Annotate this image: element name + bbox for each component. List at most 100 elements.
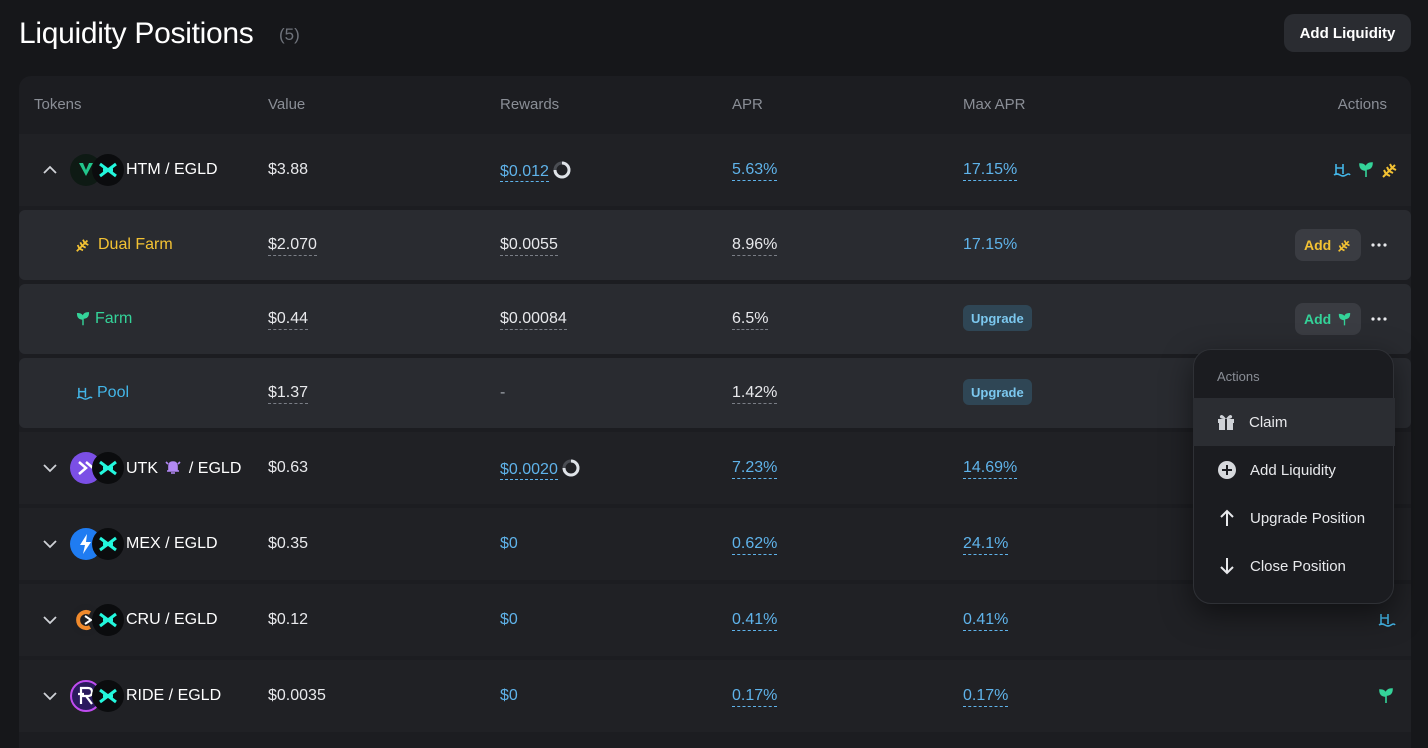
page-title: Liquidity Positions [19,17,254,50]
dual-farm-icon [1338,239,1351,252]
table-row-pool[interactable]: Pool $1.37 - 1.42% Upgrade [19,358,1411,428]
dual-farm-icon [76,239,89,252]
chevron-down-icon[interactable] [41,459,59,477]
menu-item-upgrade-position[interactable]: Upgrade Position [1194,494,1395,542]
loading-spinner-icon [562,459,580,477]
max-apr-cell[interactable]: 0.41% [963,611,1009,631]
page-header: Liquidity Positions (5) Add Liquidity [19,14,1411,54]
table-row-farm[interactable]: Farm $0.44 $0.00084 6.5% Upgrade Add [19,284,1411,354]
apr-cell[interactable]: 0.41% [732,611,778,631]
apr-cell[interactable]: 5.63% [732,161,778,181]
pair-label: RIDE / EGLD [126,687,222,704]
apr-cell[interactable]: 0.17% [732,687,778,707]
table-row[interactable]: CRU / EGLD $0.12 $0 0.41% 0.41% [19,584,1411,656]
apr-cell[interactable]: 1.42% [732,384,778,404]
value-cell: $0.0035 [268,687,326,704]
max-apr-cell[interactable]: 0.17% [963,687,1009,707]
pair-label: MEX / EGLD [126,535,218,552]
upgrade-badge[interactable]: Upgrade [963,379,1032,405]
pool-icon[interactable] [1378,612,1396,628]
token-pair-icons [70,528,124,560]
value-cell[interactable]: $2.070 [268,236,317,256]
farm-label: Farm [95,310,133,327]
table-row[interactable]: UTK / EGLD $0.63 $0.0020 7.23% 14.69% [19,432,1411,504]
token-pair-icons [70,604,124,636]
menu-title: Actions [1217,369,1260,384]
pair-label: UTK / EGLD [126,460,242,477]
pool-icon[interactable] [1333,162,1351,178]
gift-icon [1215,411,1237,433]
max-apr-cell[interactable]: 14.69% [963,459,1018,479]
dual-farm-label: Dual Farm [98,236,173,253]
arrow-down-icon [1216,555,1238,577]
value-cell: $0.12 [268,611,309,628]
farm-icon[interactable] [1377,687,1395,705]
col-rewards: Rewards [500,96,560,113]
chevron-down-icon[interactable] [41,535,59,553]
value-cell: $0.63 [268,459,309,476]
row-actions [1333,161,1399,179]
token-pair-icons [70,154,124,186]
max-apr-cell[interactable]: 17.15% [963,161,1018,181]
col-tokens: Tokens [34,96,82,113]
loading-spinner-icon [553,161,571,179]
egld-token-icon [92,452,124,484]
rewards-cell[interactable]: $0.0020 [500,459,580,480]
col-value: Value [268,96,306,113]
table-row[interactable]: RIDE / EGLD $0.0035 $0 0.17% 0.17% [19,660,1411,732]
pair-label: HTM / EGLD [126,161,218,178]
add-farm-button[interactable]: Add [1295,303,1362,335]
alert-bell-icon [165,461,182,474]
upgrade-badge[interactable]: Upgrade [963,305,1032,331]
menu-item-close-position[interactable]: Close Position [1194,542,1395,590]
plus-circle-icon [1216,459,1238,481]
positions-table: Tokens Value Rewards APR Max APR Actions… [19,76,1411,748]
value-cell: $3.88 [268,161,309,178]
token-pair-icons [70,452,124,484]
chevron-down-icon[interactable] [41,687,59,705]
rewards-cell[interactable]: $0.012 [500,161,571,182]
token-pair-icons [70,680,124,712]
rewards-cell[interactable]: $0.00084 [500,310,567,330]
dual-farm-icon[interactable] [1381,161,1399,179]
menu-item-claim[interactable]: Claim [1193,398,1395,446]
max-apr-cell: 17.15% [963,236,1018,253]
value-cell: $0.35 [268,535,309,552]
apr-cell[interactable]: 0.62% [732,535,778,555]
value-cell[interactable]: $0.44 [268,310,309,330]
positions-count: (5) [279,25,300,44]
chevron-up-icon[interactable] [41,161,59,179]
table-header: Tokens Value Rewards APR Max APR Actions [19,76,1411,134]
rewards-cell: $0 [500,535,518,552]
add-dual-farm-button[interactable]: Add [1295,229,1362,261]
egld-token-icon [92,528,124,560]
apr-cell[interactable]: 6.5% [732,310,769,330]
pool-icon [76,387,93,400]
arrow-up-icon [1216,507,1238,529]
egld-token-icon [92,680,124,712]
more-options-icon[interactable] [1368,308,1390,330]
rewards-cell: $0 [500,611,518,628]
pool-label: Pool [97,384,130,401]
col-actions: Actions [1337,96,1387,113]
apr-cell[interactable]: 8.96% [732,236,778,256]
apr-cell[interactable]: 7.23% [732,459,778,479]
col-apr: APR [732,96,763,113]
add-liquidity-button[interactable]: Add Liquidity [1284,14,1411,52]
farm-icon[interactable] [1357,161,1375,179]
value-cell[interactable]: $1.37 [268,384,309,404]
rewards-cell[interactable]: $0.0055 [500,236,558,256]
table-row[interactable]: MEX / EGLD $0.35 $0 0.62% 24.1% [19,508,1411,580]
col-max-apr: Max APR [963,96,1026,113]
egld-token-icon [92,154,124,186]
menu-item-add-liquidity[interactable]: Add Liquidity [1194,446,1395,494]
pair-label: CRU / EGLD [126,611,218,628]
max-apr-cell[interactable]: 24.1% [963,535,1009,555]
egld-token-icon [92,604,124,636]
more-options-icon[interactable] [1368,234,1390,256]
table-row-dual-farm[interactable]: Dual Farm $2.070 $0.0055 8.96% 17.15% Ad… [19,210,1411,280]
actions-menu: Actions Claim Add Liquidity Upgrade Posi… [1193,349,1395,604]
rewards-cell: $0 [500,687,518,704]
table-row[interactable]: HTM / EGLD $3.88 $0.012 5.63% 17.15% [19,134,1411,206]
chevron-down-icon[interactable] [41,611,59,629]
